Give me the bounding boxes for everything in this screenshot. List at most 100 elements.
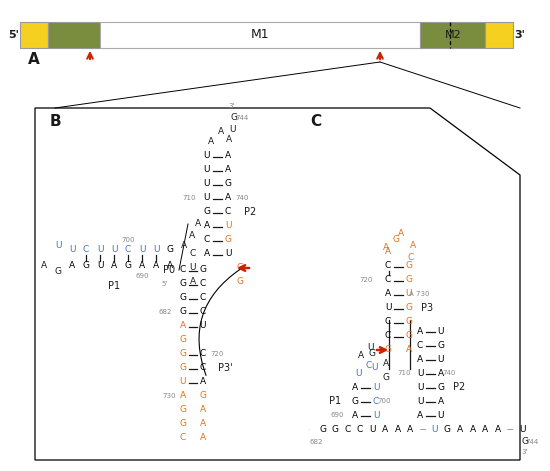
Text: 744: 744: [526, 439, 539, 445]
Bar: [485, 22, 513, 48]
Text: G: G: [179, 279, 186, 289]
Text: G: G: [368, 349, 376, 357]
Text: A: A: [69, 261, 75, 270]
Text: 720: 720: [359, 277, 373, 283]
Text: U: U: [204, 179, 210, 188]
Text: A: A: [385, 247, 391, 257]
Text: G: G: [224, 236, 232, 244]
Text: A: A: [383, 359, 389, 368]
Text: G: G: [319, 425, 326, 435]
Text: G: G: [405, 303, 412, 312]
Text: A: A: [190, 277, 196, 286]
Text: 710: 710: [397, 370, 411, 376]
Text: A: A: [358, 350, 364, 359]
Text: G: G: [179, 349, 186, 358]
Text: C: C: [180, 266, 186, 275]
Text: A: A: [41, 261, 47, 270]
Text: C: C: [366, 360, 372, 370]
Text: A: A: [200, 420, 206, 429]
Text: A: A: [200, 377, 206, 387]
Text: A 730: A 730: [409, 291, 429, 297]
Text: U: U: [204, 152, 210, 161]
Text: P3': P3': [218, 363, 232, 373]
Text: U: U: [438, 355, 444, 364]
Text: G: G: [332, 425, 338, 435]
Text: U: U: [438, 411, 444, 420]
Text: G: G: [179, 420, 186, 429]
Text: G: G: [351, 397, 359, 406]
Text: U: U: [417, 382, 424, 391]
Text: A: A: [352, 411, 358, 420]
Text: U: U: [417, 397, 424, 406]
Text: A: A: [28, 52, 40, 67]
Text: A: A: [417, 355, 423, 364]
Text: U: U: [111, 245, 117, 254]
Bar: [48, 22, 100, 48]
Text: C: C: [125, 245, 131, 254]
Text: 720: 720: [210, 351, 224, 357]
Text: U: U: [200, 322, 206, 331]
Text: 3': 3': [515, 30, 525, 40]
Text: G: G: [382, 374, 389, 382]
Text: G: G: [405, 261, 412, 270]
Text: —: —: [507, 428, 513, 432]
Text: C: C: [200, 349, 206, 358]
Text: A: A: [180, 322, 186, 331]
Text: U: U: [55, 241, 61, 250]
Text: U: U: [432, 425, 438, 435]
Text: G: G: [82, 261, 90, 270]
Text: A: A: [482, 425, 488, 435]
Text: C: C: [385, 332, 391, 341]
Text: A: A: [218, 128, 224, 137]
Text: U: U: [153, 245, 159, 254]
Text: G: G: [179, 335, 186, 344]
Text: A: A: [352, 382, 358, 391]
Text: G: G: [204, 208, 211, 217]
Text: U: U: [69, 245, 75, 254]
Text: U: U: [438, 326, 444, 335]
Text: A: A: [398, 229, 404, 238]
Text: C: C: [373, 397, 379, 406]
Text: M2: M2: [444, 30, 461, 40]
Text: G: G: [384, 346, 392, 355]
Text: 700: 700: [377, 398, 390, 404]
Text: 740: 740: [235, 195, 249, 201]
Text: G: G: [444, 425, 451, 435]
Text: G: G: [200, 266, 206, 275]
Text: M1: M1: [251, 29, 270, 41]
Text: G: G: [236, 277, 244, 286]
Text: —: —: [419, 428, 426, 432]
Text: U: U: [356, 368, 362, 377]
Text: U: U: [519, 425, 526, 435]
Text: C: C: [225, 208, 231, 217]
Text: U: U: [373, 411, 380, 420]
Text: 700: 700: [121, 237, 135, 243]
Text: G: G: [179, 293, 186, 302]
Text: 5': 5': [162, 281, 168, 287]
Text: 744: 744: [235, 115, 249, 121]
Text: G: G: [405, 317, 412, 326]
Text: U: U: [417, 368, 424, 377]
Text: A: A: [417, 411, 423, 420]
Text: A: A: [226, 135, 232, 144]
Text: A: A: [417, 326, 423, 335]
Text: C: C: [180, 433, 186, 442]
Text: P2: P2: [244, 207, 256, 217]
Polygon shape: [35, 108, 520, 460]
Text: U: U: [406, 290, 412, 299]
Text: U: U: [190, 263, 196, 273]
Text: G: G: [437, 341, 444, 349]
Text: G: G: [405, 276, 412, 284]
Text: P3: P3: [421, 303, 433, 313]
Text: C: C: [310, 114, 321, 130]
Text: A: A: [382, 425, 388, 435]
Text: G: G: [200, 391, 206, 400]
Text: U: U: [97, 261, 103, 270]
Text: U: U: [373, 382, 380, 391]
Text: A: A: [167, 261, 173, 270]
Text: 730: 730: [162, 393, 176, 399]
Text: 682: 682: [310, 439, 323, 445]
Text: U: U: [371, 363, 377, 372]
Text: C: C: [204, 236, 210, 244]
Text: 690: 690: [135, 273, 149, 279]
